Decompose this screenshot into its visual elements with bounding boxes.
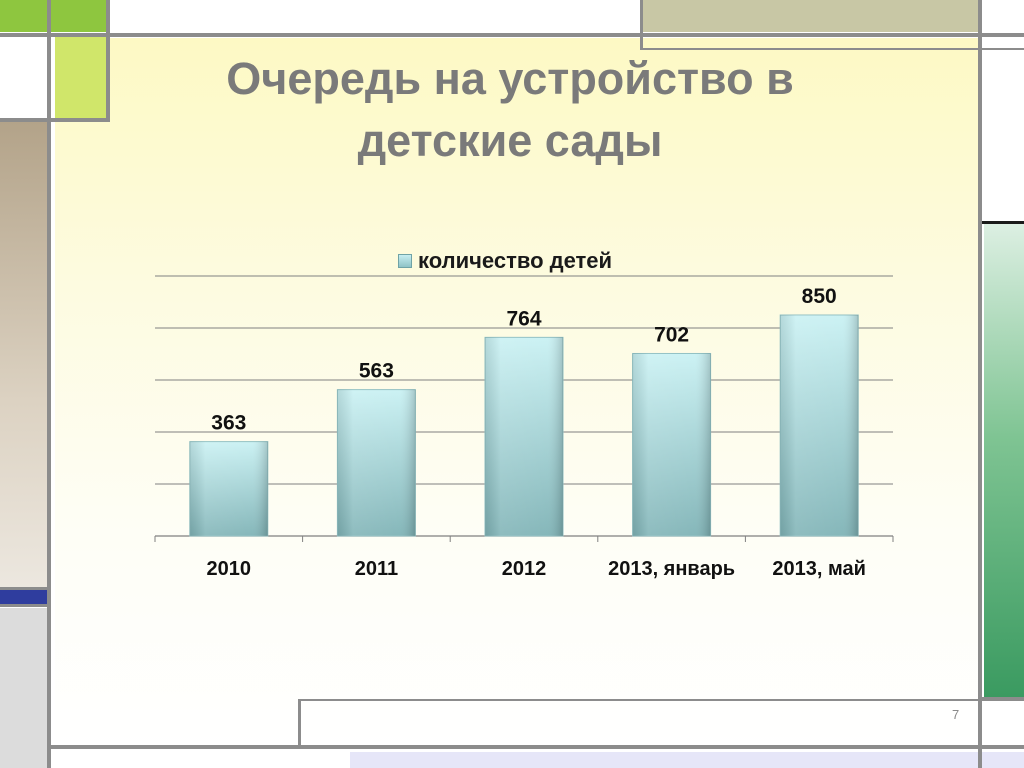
frame-line <box>982 221 1024 224</box>
frame-line <box>47 0 51 768</box>
frame-line <box>0 118 110 122</box>
bar-shading <box>632 353 711 536</box>
slide-title-line-2: детские сады <box>357 115 663 166</box>
frame-line <box>0 604 51 607</box>
frame-green-square <box>0 0 110 32</box>
slide-title: Очередь на устройство в детские сады <box>150 48 870 172</box>
frame-line <box>640 0 643 50</box>
data-label: 702 <box>654 323 689 346</box>
frame-line <box>298 699 1024 701</box>
x-tick-label: 2012 <box>502 558 547 580</box>
frame-grey-block <box>0 608 47 768</box>
chart-legend: количество детей <box>398 248 613 273</box>
slide-title-line-1: Очередь на устройство в <box>226 53 794 104</box>
frame-lime-block <box>55 36 110 118</box>
frame-sea-green-block <box>984 224 1024 698</box>
x-tick-label: 2013, май <box>772 558 866 580</box>
frame-line <box>298 699 301 749</box>
data-label: 363 <box>211 412 246 435</box>
x-tick-label: 2010 <box>207 558 252 580</box>
page-number: 7 <box>952 707 960 722</box>
x-tick-label: 2013, январь <box>608 558 735 580</box>
data-label: 764 <box>506 307 541 330</box>
bar-shading <box>189 441 268 536</box>
frame-line <box>0 587 51 590</box>
frame-blue-bar <box>0 590 47 604</box>
frame-line <box>106 0 110 120</box>
frame-line <box>50 745 1024 749</box>
bar-shading <box>780 315 859 536</box>
data-label: 563 <box>359 360 394 383</box>
x-tick-label: 2011 <box>355 558 398 580</box>
data-label: 850 <box>802 285 837 308</box>
frame-line <box>978 0 982 768</box>
frame-tan-block <box>0 122 47 587</box>
frame-line <box>640 48 1024 50</box>
legend-label: количество детей <box>418 248 613 273</box>
bar-shading <box>337 389 416 536</box>
frame-line <box>982 697 1024 699</box>
frame-olive-block <box>641 0 979 32</box>
legend-swatch <box>398 254 412 268</box>
frame-line <box>0 33 1024 37</box>
bar-shading <box>485 337 563 536</box>
frame-lavender-strip <box>350 752 1024 768</box>
